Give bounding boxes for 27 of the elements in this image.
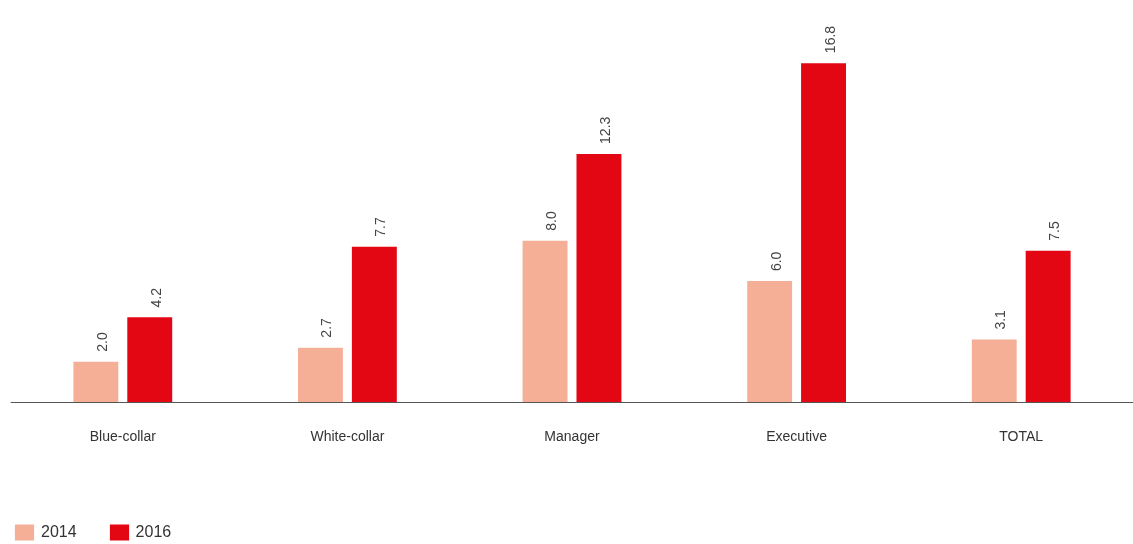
data-label: 7.5 <box>1046 221 1063 241</box>
legend-label: 2014 <box>41 523 77 541</box>
data-label: 2.0 <box>93 332 110 352</box>
bar <box>351 246 397 403</box>
data-label: 12.3 <box>596 116 613 144</box>
data-label: 7.7 <box>372 217 389 237</box>
bar <box>297 347 343 403</box>
data-label: 4.2 <box>147 287 164 308</box>
bar <box>971 339 1017 403</box>
bar <box>522 240 568 403</box>
data-label: 16.8 <box>821 25 838 54</box>
data-label: 8.0 <box>543 211 560 231</box>
x-tick-label: TOTAL <box>999 428 1044 445</box>
bar <box>127 317 173 403</box>
x-tick-label: White-collar <box>310 428 385 445</box>
x-tick-label: Executive <box>766 428 828 445</box>
data-label: 2.7 <box>318 317 335 338</box>
data-label: 6.0 <box>767 251 784 272</box>
bar <box>747 281 793 403</box>
x-tick-label: Blue-collar <box>89 428 157 445</box>
bar <box>73 361 119 403</box>
legend-label: 2016 <box>135 523 172 541</box>
bar <box>576 153 622 403</box>
x-tick-label: Manager <box>544 428 600 445</box>
bar <box>1025 250 1071 403</box>
bar <box>801 63 847 403</box>
data-label: 3.1 <box>992 309 1009 330</box>
